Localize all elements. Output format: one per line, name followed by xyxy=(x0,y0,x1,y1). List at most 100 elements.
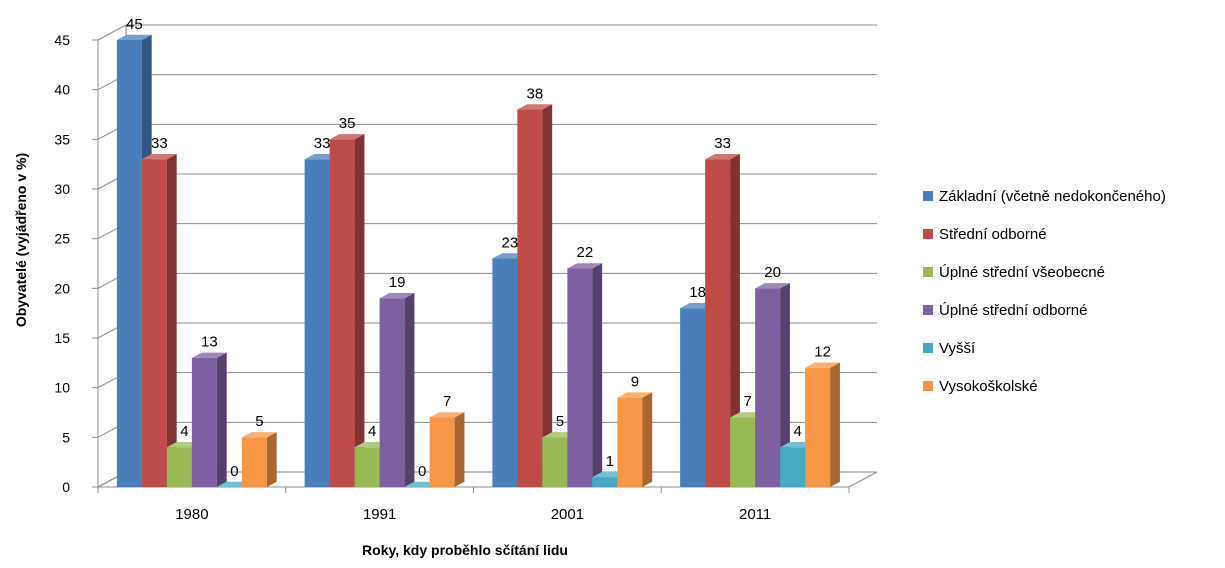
bar-top xyxy=(241,432,277,438)
legend-swatch xyxy=(923,191,933,201)
bar xyxy=(329,134,365,488)
bar-front xyxy=(567,268,593,487)
legend-label: Základní (včetně nedokončeného) xyxy=(939,188,1166,205)
bar xyxy=(429,412,465,487)
bar xyxy=(755,283,790,487)
y-tick-label: 0 xyxy=(62,479,70,495)
data-label: 45 xyxy=(126,16,143,33)
legend-label: Vyšší xyxy=(939,340,976,357)
x-axis-title: Roky, kdy proběhlo sčítání lidu xyxy=(362,542,568,558)
bar-top xyxy=(329,134,365,140)
y-tick-label: 30 xyxy=(54,181,70,197)
bar xyxy=(705,153,740,487)
bar xyxy=(805,362,840,487)
bar-top xyxy=(705,153,740,160)
bar-front xyxy=(617,397,643,487)
data-label: 7 xyxy=(743,393,751,410)
legend-item: Střední odborné xyxy=(923,226,1047,243)
bar-top xyxy=(805,362,840,368)
bar-top xyxy=(141,153,177,160)
bar-side xyxy=(166,153,177,487)
bar-top xyxy=(755,283,790,289)
bar xyxy=(617,392,653,487)
data-label: 23 xyxy=(502,234,519,251)
bar-side xyxy=(830,362,840,487)
bar-side xyxy=(780,283,790,487)
bar xyxy=(141,153,177,487)
legend-label: Vysokoškolské xyxy=(939,378,1038,395)
bar-front xyxy=(191,357,217,487)
bar-top xyxy=(191,352,227,358)
legend-label: Úplné střední všeobecné xyxy=(939,264,1105,281)
data-label: 33 xyxy=(714,135,731,152)
bar-front xyxy=(680,308,706,487)
legend-item: Základní (včetně nedokončeného) xyxy=(923,188,1166,205)
bar-front xyxy=(379,298,405,487)
data-label: 0 xyxy=(230,463,238,480)
legend-swatch xyxy=(923,267,933,277)
data-label: 4 xyxy=(180,423,188,440)
legend-label: Úplné střední odborné xyxy=(939,302,1087,319)
data-label: 5 xyxy=(556,413,564,430)
data-label: 7 xyxy=(443,393,451,410)
data-label: 35 xyxy=(339,115,356,132)
data-label: 9 xyxy=(631,373,639,390)
legend-swatch xyxy=(923,381,933,391)
legend-item: Úplné střední odborné xyxy=(923,302,1087,319)
data-label: 33 xyxy=(151,135,168,152)
data-label: 5 xyxy=(255,413,263,430)
x-tick-label: 2001 xyxy=(551,506,584,523)
bar-front xyxy=(730,417,756,487)
y-tick-label: 45 xyxy=(54,32,70,48)
bar-top xyxy=(617,392,653,398)
bar-top xyxy=(429,412,465,418)
grid-depth-line xyxy=(97,24,127,41)
y-axis-title: Obyvatelé (vyjádřeno v %) xyxy=(13,153,29,327)
data-label: 4 xyxy=(368,423,376,440)
bar-top xyxy=(567,263,603,269)
data-label: 12 xyxy=(814,344,831,361)
bar-front xyxy=(780,447,806,487)
legend-item: Úplné střední všeobecné xyxy=(923,264,1105,281)
bar-top xyxy=(517,104,553,110)
bar-front xyxy=(429,417,455,487)
bar-front xyxy=(705,159,731,487)
y-tick-label: 40 xyxy=(54,82,70,98)
bar-side xyxy=(354,134,365,488)
data-label: 4 xyxy=(793,423,801,440)
bar-front xyxy=(304,159,330,487)
bar-front xyxy=(141,159,167,487)
bars xyxy=(116,34,840,488)
bar-side xyxy=(454,412,465,487)
legend-swatch xyxy=(923,229,933,239)
y-tick-label: 10 xyxy=(54,380,70,396)
y-tick-label: 15 xyxy=(54,330,70,346)
data-label: 19 xyxy=(389,274,406,291)
bar xyxy=(517,104,553,488)
bar-front xyxy=(354,447,380,487)
legend-swatch xyxy=(923,343,933,353)
bar-front xyxy=(805,367,831,487)
bar-front xyxy=(755,288,781,487)
legend: Základní (včetně nedokončeného) Střední o… xyxy=(923,188,1166,395)
data-label: 22 xyxy=(577,244,594,261)
data-label: 13 xyxy=(201,334,218,351)
bar-front xyxy=(241,437,267,487)
bar-top xyxy=(379,293,415,299)
data-label: 0 xyxy=(418,463,426,480)
bar-side xyxy=(216,352,227,487)
bar-front xyxy=(542,437,568,487)
x-tick-label: 1980 xyxy=(175,506,208,523)
y-tick-label: 20 xyxy=(54,280,70,296)
bar-side xyxy=(642,392,653,487)
bar-front xyxy=(166,447,192,487)
legend-item: Vysokoškolské xyxy=(923,378,1038,395)
legend-item: Vyšší xyxy=(923,340,976,357)
bar-side xyxy=(592,263,603,487)
bar-front xyxy=(492,258,518,487)
data-label: 38 xyxy=(527,85,544,102)
bar xyxy=(379,293,415,487)
